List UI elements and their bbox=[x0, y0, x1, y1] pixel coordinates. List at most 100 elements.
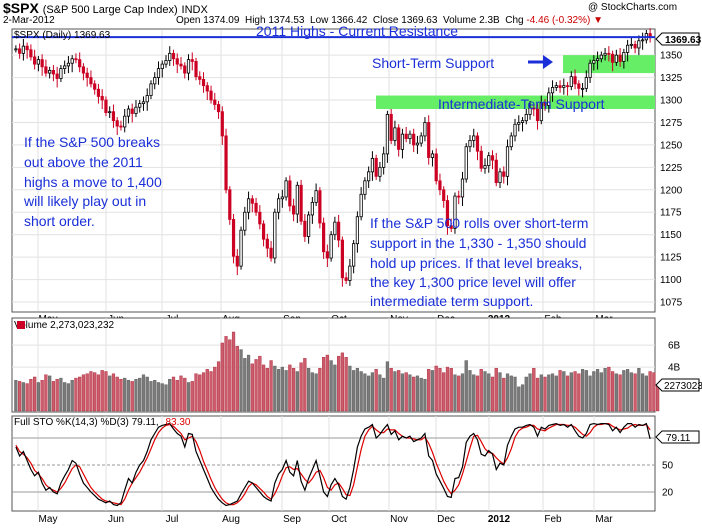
price-bar bbox=[325, 244, 329, 268]
price-bar-body bbox=[622, 52, 626, 62]
price-bar bbox=[269, 240, 273, 262]
open-value: 1374.09 bbox=[203, 15, 240, 26]
volume-bar bbox=[14, 380, 18, 412]
volume-bar bbox=[115, 376, 119, 412]
price-tick-label: 1175 bbox=[660, 208, 682, 219]
volume-bar bbox=[535, 377, 540, 412]
price-bar-body bbox=[385, 113, 390, 155]
price-bar-body bbox=[599, 54, 603, 60]
price-bar-body bbox=[55, 73, 59, 79]
price-bar-body bbox=[280, 196, 284, 200]
volume-bar bbox=[641, 373, 645, 412]
volume-bar bbox=[186, 382, 191, 412]
price-bar-body bbox=[145, 95, 149, 103]
price-bar bbox=[160, 60, 164, 78]
volume-bar bbox=[588, 375, 592, 412]
stochastic-month-label: Jun bbox=[108, 514, 124, 525]
volume-bar bbox=[269, 360, 273, 412]
price-bar bbox=[104, 96, 108, 117]
price-bar-body bbox=[231, 219, 236, 257]
price-bar-body bbox=[509, 135, 513, 148]
volume-bar bbox=[400, 373, 405, 412]
volume-bar bbox=[569, 372, 573, 412]
price-bar-body bbox=[209, 90, 213, 101]
right-note-line: intermediate term support. bbox=[370, 293, 533, 309]
price-bar bbox=[66, 56, 71, 74]
volume-bar bbox=[220, 342, 224, 412]
price-bar bbox=[348, 258, 352, 286]
price-bar bbox=[588, 59, 592, 83]
price-bar-body bbox=[89, 77, 93, 85]
volume-bar bbox=[393, 371, 397, 412]
price-bar bbox=[427, 115, 431, 165]
volume-bar bbox=[475, 375, 480, 412]
volume-bar bbox=[389, 368, 393, 412]
volume-bar bbox=[445, 366, 450, 412]
volume-bar bbox=[63, 382, 67, 412]
volume-bar bbox=[577, 373, 581, 412]
short-term-annotation: Short-Term Support bbox=[372, 55, 494, 71]
price-panel: 1075 1100 1125 1150 1175 1200 1225 1250 1275 1300… bbox=[11, 23, 702, 325]
price-bar-body bbox=[460, 178, 465, 198]
price-bar-body bbox=[25, 45, 29, 51]
volume-bar bbox=[303, 358, 307, 412]
price-bar bbox=[337, 214, 341, 248]
volume-bar bbox=[198, 374, 202, 412]
price-bar bbox=[453, 192, 457, 234]
volume-bar bbox=[472, 374, 476, 412]
price-bar bbox=[400, 128, 405, 159]
volume-bar bbox=[367, 375, 371, 412]
price-bar-body bbox=[303, 220, 307, 237]
price-bar-body bbox=[93, 83, 97, 90]
volume-bar bbox=[149, 381, 153, 412]
price-bar-body bbox=[198, 76, 202, 80]
volume-bar bbox=[595, 369, 600, 412]
price-bar-body bbox=[513, 123, 517, 137]
price-bar bbox=[235, 249, 239, 276]
intermediate-annotation: Intermediate-Term Support bbox=[438, 96, 605, 112]
price-bar-body bbox=[363, 180, 367, 195]
arrow-icon bbox=[528, 55, 553, 69]
price-bar bbox=[100, 89, 104, 110]
stochastic-x-axis: May Jun Jul Aug Sep Oct Nov Dec 2012 Feb Mar bbox=[39, 514, 614, 525]
price-bar bbox=[186, 54, 191, 81]
stochastic-last-label: 79.11 bbox=[655, 430, 700, 444]
volume-bar bbox=[18, 381, 22, 412]
stochastic-tick-label: 20 bbox=[662, 488, 674, 499]
price-bar-body bbox=[224, 135, 228, 191]
price-bar bbox=[220, 106, 224, 145]
price-bar-body bbox=[610, 53, 615, 63]
volume-bar bbox=[250, 363, 254, 412]
volume-bar bbox=[96, 374, 101, 412]
price-bar-body bbox=[532, 107, 536, 110]
volume-bar bbox=[599, 372, 603, 412]
high-label: High bbox=[244, 15, 266, 26]
resistance-annotation: 2011 Highs - Current Resistance bbox=[256, 23, 458, 39]
stochastic-tick-label: 50 bbox=[662, 461, 674, 472]
volume-axis: 4B 6B bbox=[668, 341, 681, 374]
volume-bar bbox=[487, 373, 491, 412]
volume-bar bbox=[517, 386, 521, 412]
volume-bar bbox=[243, 358, 247, 412]
volume-bar bbox=[325, 354, 329, 412]
price-bar-body bbox=[36, 59, 40, 65]
price-bar bbox=[397, 124, 401, 157]
price-bar-body bbox=[100, 96, 104, 101]
stochastic-month-label: May bbox=[39, 514, 58, 525]
price-bar-body bbox=[325, 251, 329, 259]
price-bar-body bbox=[21, 45, 25, 54]
price-bar bbox=[558, 80, 562, 93]
price-bar bbox=[55, 66, 59, 88]
right-note-line: hold up prices. If that level breaks, bbox=[370, 255, 582, 271]
price-bar bbox=[637, 35, 641, 56]
price-bar bbox=[622, 48, 626, 69]
volume-bar bbox=[355, 368, 359, 412]
price-bar-body bbox=[104, 99, 108, 113]
volume-bar bbox=[201, 372, 206, 412]
price-tick-label: 1150 bbox=[660, 230, 682, 241]
volume-bar bbox=[55, 378, 59, 412]
volume-bar bbox=[558, 370, 562, 412]
volume-bar bbox=[490, 376, 495, 412]
price-bar bbox=[190, 52, 194, 71]
